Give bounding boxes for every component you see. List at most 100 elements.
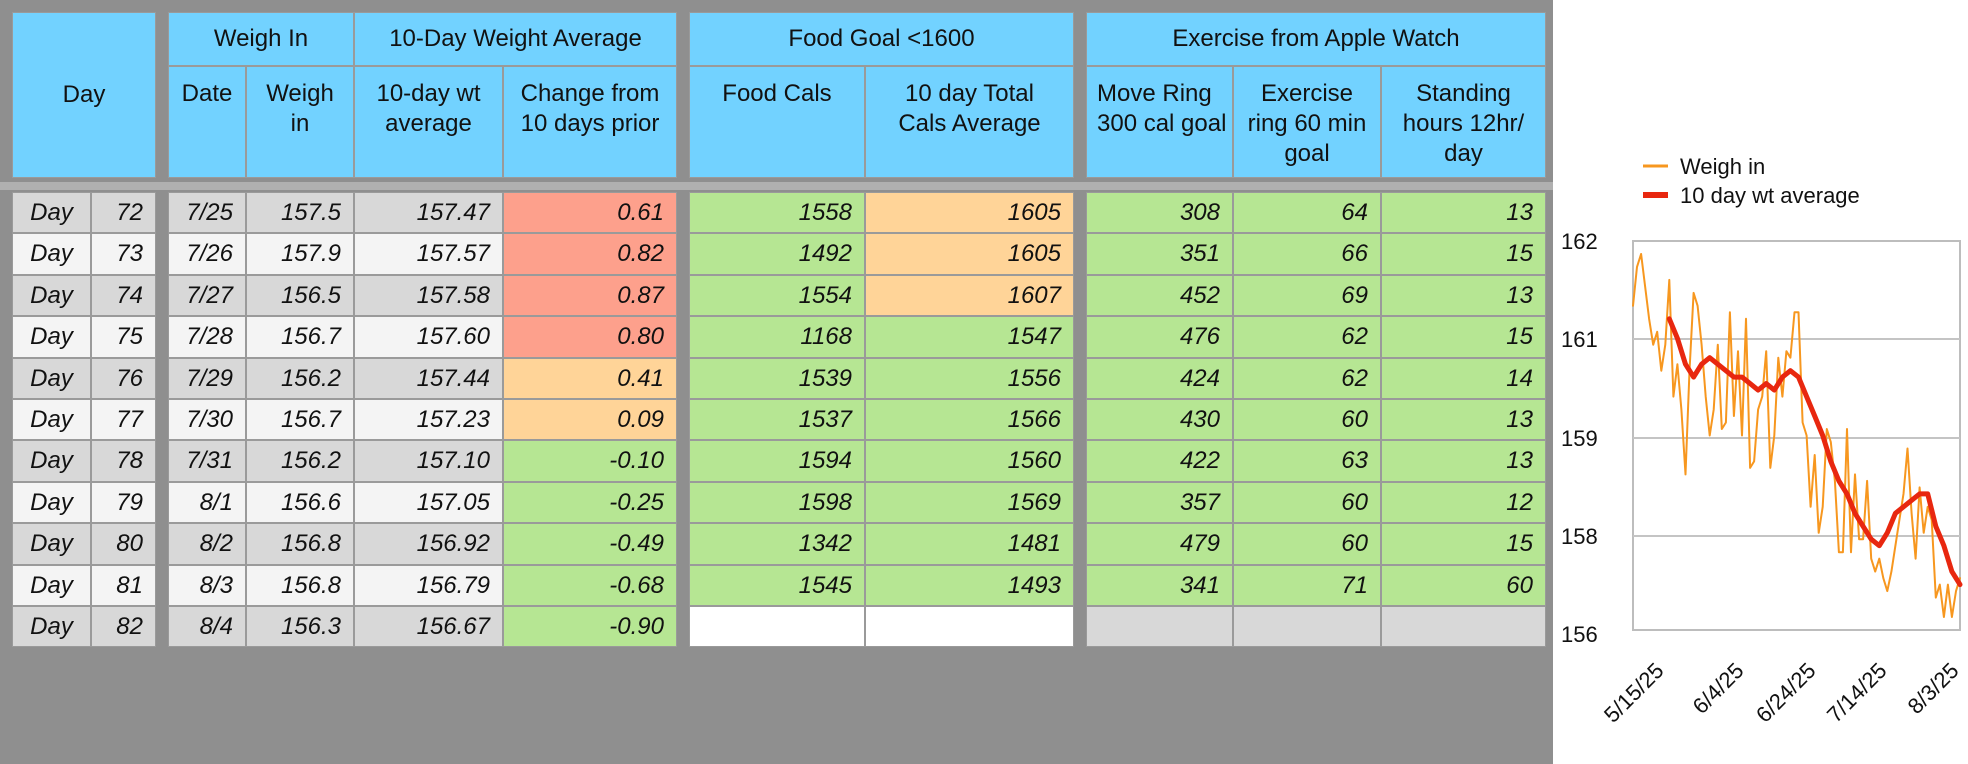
change-cell[interactable]: 0.41	[503, 358, 677, 399]
ten-day-avg-cell[interactable]: 156.67	[354, 606, 503, 647]
weigh-in-cell[interactable]: 156.8	[246, 523, 354, 565]
weigh-in-cell[interactable]: 156.3	[246, 606, 354, 647]
food-cals-cell[interactable]: 1554	[689, 275, 865, 316]
move-ring-cell[interactable]: 424	[1086, 358, 1233, 399]
date-cell[interactable]: 7/27	[168, 275, 246, 316]
food-cals-cell[interactable]: 1545	[689, 565, 865, 606]
day-label-cell[interactable]: Day	[12, 192, 91, 233]
header-date[interactable]: Date	[168, 66, 246, 178]
day-number-cell[interactable]: 82	[91, 606, 156, 647]
day-number-cell[interactable]: 75	[91, 316, 156, 358]
food-cals-cell[interactable]: 1168	[689, 316, 865, 358]
standing-cell[interactable]: 13	[1381, 192, 1546, 233]
weigh-in-cell[interactable]: 156.7	[246, 399, 354, 440]
day-label-cell[interactable]: Day	[12, 440, 91, 482]
food-cals-cell[interactable]: 1558	[689, 192, 865, 233]
header-exercise-ring[interactable]: Exercise ring 60 min goal	[1233, 66, 1381, 178]
move-ring-cell[interactable]: 452	[1086, 275, 1233, 316]
ten-day-avg-cell[interactable]: 157.47	[354, 192, 503, 233]
ten-day-cals-cell[interactable]: 1569	[865, 482, 1074, 523]
change-cell[interactable]: 0.82	[503, 233, 677, 275]
ten-day-avg-cell[interactable]: 157.57	[354, 233, 503, 275]
ten-day-avg-cell[interactable]: 157.23	[354, 399, 503, 440]
standing-cell[interactable]: 13	[1381, 275, 1546, 316]
food-cals-cell[interactable]: 1342	[689, 523, 865, 565]
move-ring-cell[interactable]: 422	[1086, 440, 1233, 482]
weigh-in-cell[interactable]: 156.2	[246, 440, 354, 482]
standing-cell[interactable]: 15	[1381, 523, 1546, 565]
header-ten-day-cals[interactable]: 10 day Total Cals Average	[865, 66, 1074, 178]
ten-day-cals-cell[interactable]: 1607	[865, 275, 1074, 316]
header-food-cals[interactable]: Food Cals	[689, 66, 865, 178]
change-cell[interactable]: -0.25	[503, 482, 677, 523]
exercise-ring-cell[interactable]: 64	[1233, 192, 1381, 233]
food-cals-cell[interactable]: 1492	[689, 233, 865, 275]
day-number-cell[interactable]: 73	[91, 233, 156, 275]
exercise-ring-cell[interactable]: 69	[1233, 275, 1381, 316]
move-ring-cell[interactable]: 308	[1086, 192, 1233, 233]
standing-cell[interactable]: 12	[1381, 482, 1546, 523]
move-ring-cell[interactable]: 351	[1086, 233, 1233, 275]
date-cell[interactable]: 7/26	[168, 233, 246, 275]
ten-day-cals-cell[interactable]: 1493	[865, 565, 1074, 606]
date-cell[interactable]: 7/25	[168, 192, 246, 233]
ten-day-avg-cell[interactable]: 157.58	[354, 275, 503, 316]
exercise-ring-cell[interactable]: 62	[1233, 316, 1381, 358]
date-cell[interactable]: 7/30	[168, 399, 246, 440]
day-number-cell[interactable]: 79	[91, 482, 156, 523]
day-number-cell[interactable]: 74	[91, 275, 156, 316]
weigh-in-cell[interactable]: 156.6	[246, 482, 354, 523]
standing-cell[interactable]: 13	[1381, 440, 1546, 482]
weigh-in-cell[interactable]: 157.5	[246, 192, 354, 233]
header-weigh-in[interactable]: Weigh in	[246, 66, 354, 178]
weigh-in-cell[interactable]: 156.8	[246, 565, 354, 606]
day-number-cell[interactable]: 77	[91, 399, 156, 440]
standing-cell[interactable]: 13	[1381, 399, 1546, 440]
weigh-in-cell[interactable]: 156.5	[246, 275, 354, 316]
header-ten-day-avg[interactable]: 10-day wt average	[354, 66, 503, 178]
ten-day-avg-cell[interactable]: 156.92	[354, 523, 503, 565]
standing-cell[interactable]: 14	[1381, 358, 1546, 399]
day-label-cell[interactable]: Day	[12, 275, 91, 316]
move-ring-cell[interactable]: 341	[1086, 565, 1233, 606]
change-cell[interactable]: -0.10	[503, 440, 677, 482]
food-cals-cell[interactable]: 1537	[689, 399, 865, 440]
header-food-group[interactable]: Food Goal <1600	[689, 12, 1074, 66]
change-cell[interactable]: -0.90	[503, 606, 677, 647]
change-cell[interactable]: 0.80	[503, 316, 677, 358]
ten-day-cals-cell[interactable]: 1605	[865, 192, 1074, 233]
move-ring-cell[interactable]: 357	[1086, 482, 1233, 523]
day-number-cell[interactable]: 81	[91, 565, 156, 606]
exercise-ring-cell[interactable]: 60	[1233, 399, 1381, 440]
ten-day-cals-cell[interactable]: 1560	[865, 440, 1074, 482]
food-cals-cell[interactable]	[689, 606, 865, 647]
header-weigh-in-group[interactable]: Weigh In	[168, 12, 354, 66]
day-label-cell[interactable]: Day	[12, 358, 91, 399]
header-exercise-group[interactable]: Exercise from Apple Watch	[1086, 12, 1546, 66]
day-label-cell[interactable]: Day	[12, 233, 91, 275]
move-ring-cell[interactable]: 476	[1086, 316, 1233, 358]
ten-day-avg-cell[interactable]: 157.10	[354, 440, 503, 482]
exercise-ring-cell[interactable]: 71	[1233, 565, 1381, 606]
exercise-ring-cell[interactable]	[1233, 606, 1381, 647]
ten-day-cals-cell[interactable]: 1556	[865, 358, 1074, 399]
ten-day-cals-cell[interactable]: 1566	[865, 399, 1074, 440]
food-cals-cell[interactable]: 1594	[689, 440, 865, 482]
standing-cell[interactable]	[1381, 606, 1546, 647]
exercise-ring-cell[interactable]: 60	[1233, 482, 1381, 523]
standing-cell[interactable]: 60	[1381, 565, 1546, 606]
date-cell[interactable]: 8/4	[168, 606, 246, 647]
day-label-cell[interactable]: Day	[12, 565, 91, 606]
food-cals-cell[interactable]: 1598	[689, 482, 865, 523]
day-label-cell[interactable]: Day	[12, 316, 91, 358]
move-ring-cell[interactable]: 430	[1086, 399, 1233, 440]
weigh-in-cell[interactable]: 156.7	[246, 316, 354, 358]
change-cell[interactable]: 0.61	[503, 192, 677, 233]
header-move-ring[interactable]: Move Ring 300 cal goal	[1086, 66, 1233, 178]
move-ring-cell[interactable]	[1086, 606, 1233, 647]
ten-day-avg-cell[interactable]: 156.79	[354, 565, 503, 606]
date-cell[interactable]: 7/29	[168, 358, 246, 399]
change-cell[interactable]: 0.87	[503, 275, 677, 316]
exercise-ring-cell[interactable]: 60	[1233, 523, 1381, 565]
day-number-cell[interactable]: 72	[91, 192, 156, 233]
